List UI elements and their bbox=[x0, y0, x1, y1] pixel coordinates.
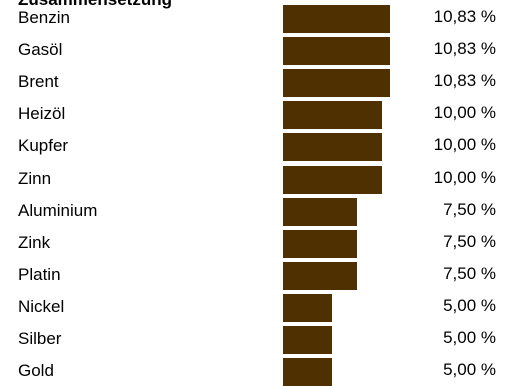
value-label: 10,83 % bbox=[433, 7, 496, 26]
value-label: 7,50 % bbox=[443, 263, 496, 283]
category-label: Benzin bbox=[18, 8, 70, 27]
category-label: Zink bbox=[18, 232, 51, 252]
value-label: 10,00 % bbox=[433, 103, 496, 123]
bar bbox=[283, 261, 357, 290]
value-label: 10,00 % bbox=[433, 135, 496, 155]
category-label: Zinn bbox=[18, 168, 52, 188]
value-label: 5,00 % bbox=[443, 295, 496, 315]
category-label: Kupfer bbox=[18, 136, 69, 156]
value-label: 5,00 % bbox=[443, 328, 496, 347]
category-label: Heizöl bbox=[18, 104, 66, 124]
bar bbox=[283, 293, 332, 322]
bar bbox=[283, 229, 357, 258]
category-label: Silber bbox=[18, 329, 62, 348]
bar bbox=[283, 37, 390, 66]
bar bbox=[283, 133, 382, 162]
value-label: 7,50 % bbox=[443, 231, 496, 251]
category-label: Gold bbox=[18, 361, 54, 381]
bar bbox=[283, 5, 390, 33]
bar bbox=[283, 358, 332, 386]
value-label: 5,00 % bbox=[443, 360, 496, 380]
bar bbox=[283, 165, 382, 194]
category-label: Brent bbox=[18, 72, 59, 92]
value-label: 10,83 % bbox=[433, 71, 496, 91]
value-label: 7,50 % bbox=[443, 199, 496, 219]
chart-title: Zusammensetzung bbox=[18, 0, 172, 10]
category-label: Nickel bbox=[18, 296, 65, 316]
bar bbox=[283, 69, 390, 98]
bar bbox=[283, 101, 382, 130]
value-label: 10,00 % bbox=[433, 167, 496, 187]
bar bbox=[283, 326, 332, 354]
category-label: Platin bbox=[18, 264, 61, 284]
category-label: Gasöl bbox=[18, 40, 63, 60]
category-label: Aluminium bbox=[18, 200, 98, 220]
bar bbox=[283, 197, 357, 226]
value-label: 10,83 % bbox=[433, 39, 496, 59]
